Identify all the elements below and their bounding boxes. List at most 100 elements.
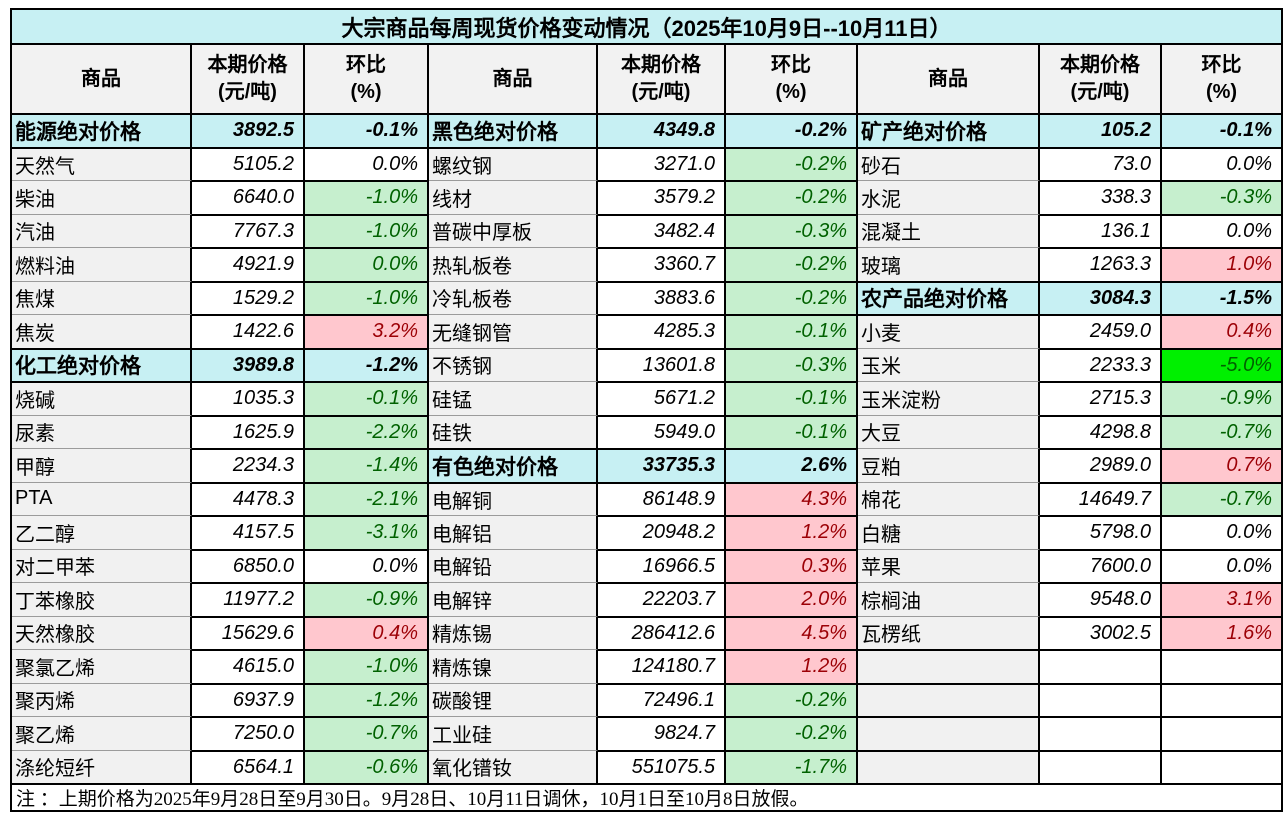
price-cell: 124180.7 xyxy=(598,649,726,683)
commodity-cell: 燃料油 xyxy=(12,247,192,281)
price-cell: 5949.0 xyxy=(598,414,726,448)
pct-change-cell: 0.0% xyxy=(1162,146,1281,180)
price-cell: 4615.0 xyxy=(192,649,305,683)
commodity-cell: 普碳中厚板 xyxy=(429,213,598,247)
pct-change-cell: 0.4% xyxy=(305,615,429,649)
price-cell: 3989.8 xyxy=(192,347,305,381)
header-commodity: 商品 xyxy=(429,43,598,113)
pct-change-cell: 0.0% xyxy=(1162,213,1281,247)
pct-change-cell: -1.0% xyxy=(305,649,429,683)
pct-change-cell: 0.3% xyxy=(726,548,858,582)
price-cell xyxy=(1040,649,1162,683)
pct-change-cell: 0.0% xyxy=(305,146,429,180)
header-commodity: 商品 xyxy=(858,43,1040,113)
pct-change-cell: -0.6% xyxy=(305,749,429,783)
pct-change-cell: 2.0% xyxy=(726,582,858,616)
pct-change-cell xyxy=(1162,749,1281,783)
commodity-cell: 电解铝 xyxy=(429,515,598,549)
pct-change-cell: 1.2% xyxy=(726,649,858,683)
pct-change-cell: -0.1% xyxy=(726,381,858,415)
pct-change-cell: -2.2% xyxy=(305,414,429,448)
commodity-cell: 聚氯乙烯 xyxy=(12,649,192,683)
pct-change-cell: -0.1% xyxy=(305,381,429,415)
price-table: 大宗商品每周现货价格变动情况（2025年10月9日--10月11日） 商品 本期… xyxy=(10,8,1283,812)
commodity-cell: 烧碱 xyxy=(12,381,192,415)
price-cell: 2459.0 xyxy=(1040,314,1162,348)
commodity-cell: 碳酸锂 xyxy=(429,682,598,716)
commodity-cell: 矿产绝对价格 xyxy=(858,113,1040,147)
commodity-cell: 天然气 xyxy=(12,146,192,180)
pct-change-cell: -1.0% xyxy=(305,180,429,214)
pct-change-cell: -1.2% xyxy=(305,347,429,381)
price-cell: 7600.0 xyxy=(1040,548,1162,582)
commodity-cell: 混凝土 xyxy=(858,213,1040,247)
price-cell: 9548.0 xyxy=(1040,582,1162,616)
pct-change-cell: -0.2% xyxy=(726,682,858,716)
pct-change-cell: -1.7% xyxy=(726,749,858,783)
commodity-cell: 小麦 xyxy=(858,314,1040,348)
price-cell: 3360.7 xyxy=(598,247,726,281)
commodity-cell: 棕榈油 xyxy=(858,582,1040,616)
price-cell: 3271.0 xyxy=(598,146,726,180)
price-cell: 7767.3 xyxy=(192,213,305,247)
pct-change-cell: 4.5% xyxy=(726,615,858,649)
price-cell: 286412.6 xyxy=(598,615,726,649)
commodity-cell: 涤纶短纤 xyxy=(12,749,192,783)
pct-change-cell: -1.0% xyxy=(305,213,429,247)
price-cell: 3883.6 xyxy=(598,280,726,314)
price-cell: 9824.7 xyxy=(598,716,726,750)
price-cell: 72496.1 xyxy=(598,682,726,716)
pct-change-cell: -0.3% xyxy=(726,347,858,381)
commodity-cell: 玉米淀粉 xyxy=(858,381,1040,415)
pct-change-cell: -0.7% xyxy=(1162,414,1281,448)
pct-change-cell xyxy=(1162,716,1281,750)
pct-change-cell: -0.9% xyxy=(305,582,429,616)
commodity-cell: 棉花 xyxy=(858,481,1040,515)
commodity-cell: 乙二醇 xyxy=(12,515,192,549)
pct-change-cell: -0.2% xyxy=(726,113,858,147)
price-cell: 4157.5 xyxy=(192,515,305,549)
commodity-cell: 电解铜 xyxy=(429,481,598,515)
pct-change-cell: -5.0% xyxy=(1162,347,1281,381)
commodity-cell: 热轧板卷 xyxy=(429,247,598,281)
commodity-cell xyxy=(858,649,1040,683)
commodity-cell: 白糖 xyxy=(858,515,1040,549)
price-cell: 86148.9 xyxy=(598,481,726,515)
pct-change-cell: 0.0% xyxy=(1162,548,1281,582)
pct-change-cell: -1.4% xyxy=(305,448,429,482)
price-cell: 5105.2 xyxy=(192,146,305,180)
price-cell: 33735.3 xyxy=(598,448,726,482)
commodity-cell: 黑色绝对价格 xyxy=(429,113,598,147)
price-cell: 16966.5 xyxy=(598,548,726,582)
commodity-cell: 有色绝对价格 xyxy=(429,448,598,482)
commodity-cell: 硅锰 xyxy=(429,381,598,415)
pct-change-cell: 3.1% xyxy=(1162,582,1281,616)
price-cell: 4921.9 xyxy=(192,247,305,281)
price-cell: 73.0 xyxy=(1040,146,1162,180)
header-price: 本期价格 (元/吨) xyxy=(192,43,305,113)
price-cell: 5671.2 xyxy=(598,381,726,415)
price-cell: 3892.5 xyxy=(192,113,305,147)
price-cell: 1529.2 xyxy=(192,280,305,314)
header-pct: 环比 (%) xyxy=(726,43,858,113)
pct-change-cell: 4.3% xyxy=(726,481,858,515)
commodity-cell: 苹果 xyxy=(858,548,1040,582)
footnote: 注 ：上期价格为2025年9月28日至9月30日。9月28日、10月11日调休，… xyxy=(12,783,1281,810)
price-cell: 20948.2 xyxy=(598,515,726,549)
price-cell: 11977.2 xyxy=(192,582,305,616)
commodity-cell: 玉米 xyxy=(858,347,1040,381)
pct-change-cell xyxy=(1162,682,1281,716)
commodity-cell: 无缝钢管 xyxy=(429,314,598,348)
pct-change-cell: -0.2% xyxy=(726,280,858,314)
header-pct: 环比 (%) xyxy=(1162,43,1281,113)
commodity-cell: 线材 xyxy=(429,180,598,214)
commodity-cell: 焦煤 xyxy=(12,280,192,314)
price-cell: 22203.7 xyxy=(598,582,726,616)
commodity-cell: 柴油 xyxy=(12,180,192,214)
price-cell: 3482.4 xyxy=(598,213,726,247)
commodity-cell: 精炼锡 xyxy=(429,615,598,649)
pct-change-cell: -0.7% xyxy=(1162,481,1281,515)
price-cell: 13601.8 xyxy=(598,347,726,381)
price-cell: 1422.6 xyxy=(192,314,305,348)
price-cell: 2715.3 xyxy=(1040,381,1162,415)
